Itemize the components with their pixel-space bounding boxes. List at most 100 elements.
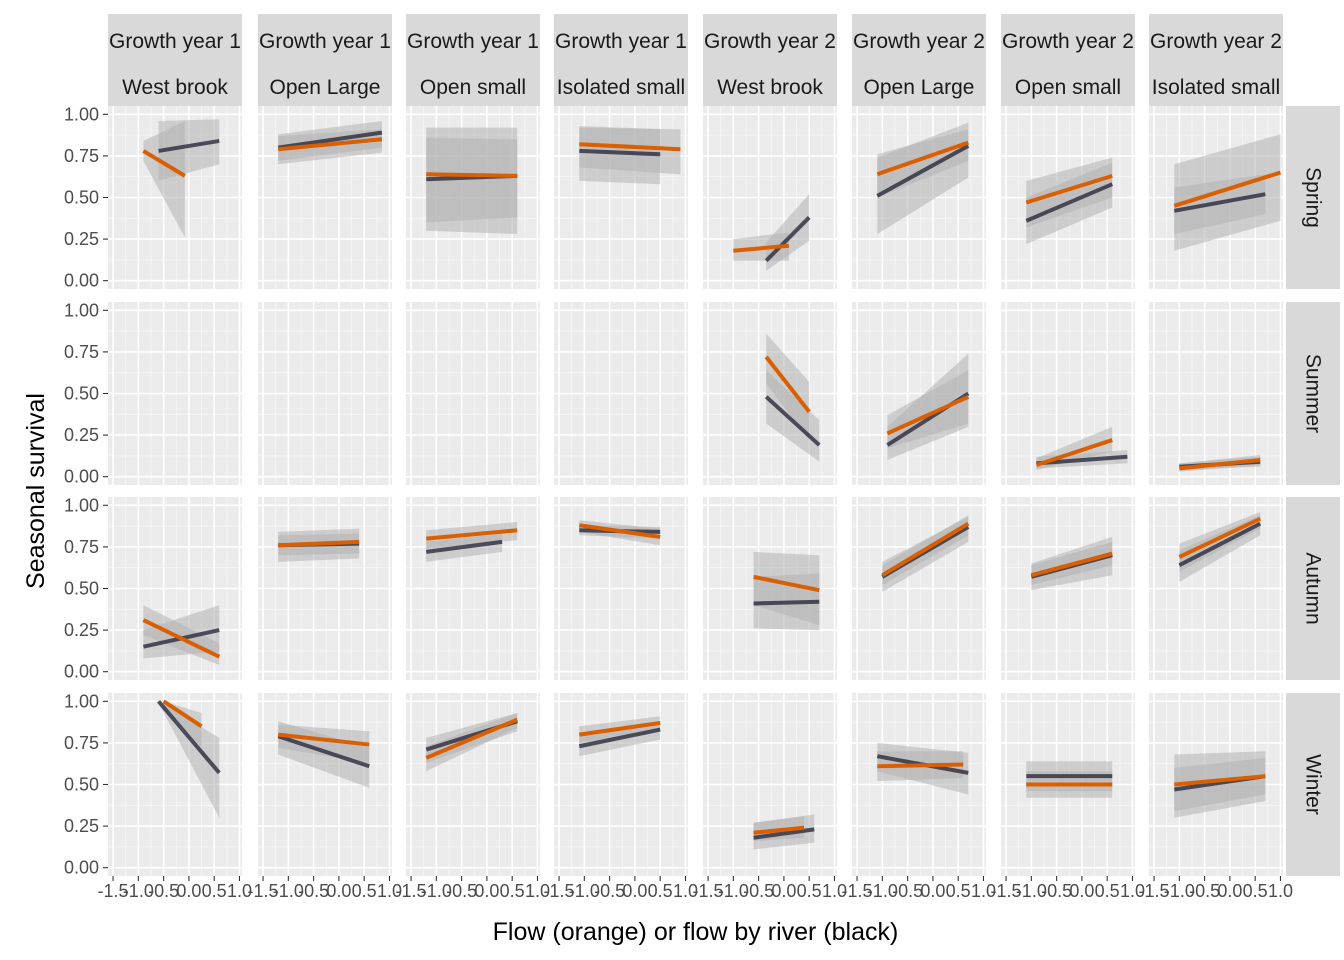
x-tick-label: -1.5 xyxy=(544,881,575,901)
y-tick-label: 0.00 xyxy=(64,467,99,487)
strip-background xyxy=(1286,106,1340,289)
x-tick-label: 1.0 xyxy=(525,881,550,901)
panel-series xyxy=(578,520,661,546)
x-tick-label: 1.0 xyxy=(971,881,996,901)
x-tick-label: 0.5 xyxy=(797,881,822,901)
strip-label-bottom: West brook xyxy=(122,76,228,99)
strip-background xyxy=(1286,693,1340,876)
x-tick-label: -1.0 xyxy=(273,881,304,901)
river-line xyxy=(579,148,661,157)
panel-series xyxy=(277,721,370,788)
panel xyxy=(406,302,540,485)
y-axis: 0.00 0.25 0.50 0.75 1.00 0.00 0.25 0.50 0.75 1.00… xyxy=(64,104,108,878)
flow-line xyxy=(278,539,360,548)
strip-label-bottom: Open small xyxy=(1015,76,1121,99)
y-tick-label: 0.75 xyxy=(64,537,99,557)
flow-line xyxy=(578,523,661,539)
x-tick-label: -0.5 xyxy=(594,881,625,901)
flow-line xyxy=(1035,438,1113,467)
row-strip: Spring xyxy=(1286,106,1340,289)
flow-line xyxy=(142,618,221,659)
x-tick-label: 0.5 xyxy=(648,881,673,901)
river-line xyxy=(764,216,811,263)
x-tick-label: -1.0 xyxy=(421,881,452,901)
river-ribbon xyxy=(158,701,220,818)
column-strip: Growth year 2 West brook xyxy=(703,14,837,106)
panel-series xyxy=(142,119,220,238)
x-tick-label: -0.5 xyxy=(1041,881,1072,901)
flow-ribbon xyxy=(579,127,681,175)
panel xyxy=(554,693,688,876)
flow-ribbon xyxy=(426,127,518,235)
river-line xyxy=(1178,521,1262,567)
y-tick-label: 0.00 xyxy=(64,858,99,878)
panel-series xyxy=(876,122,970,235)
strip-background xyxy=(406,14,540,106)
x-tick-label: -0.5 xyxy=(743,881,774,901)
flow-ribbon xyxy=(887,370,969,449)
strip-background xyxy=(554,14,688,106)
strip-label-top: Growth year 2 xyxy=(704,30,836,53)
flow-line xyxy=(753,825,805,835)
flow-line xyxy=(162,699,203,728)
strip-label-top: Growth year 2 xyxy=(1002,30,1134,53)
x-tick-label: 0.0 xyxy=(474,881,499,901)
panel-series xyxy=(277,120,383,165)
flow-line xyxy=(579,142,681,152)
flow-line xyxy=(1030,551,1113,578)
column-strip: Growth year 1 Open small xyxy=(406,14,540,106)
row-strip-label: Spring xyxy=(1302,167,1325,228)
panel xyxy=(258,693,392,876)
flow-line xyxy=(753,574,820,593)
x-tick-label: 0.0 xyxy=(1069,881,1094,901)
panel-series xyxy=(1178,511,1262,582)
river-line xyxy=(1036,454,1128,466)
river-line xyxy=(753,599,820,606)
flow-line xyxy=(426,172,518,178)
column-strip: Growth year 2 Open small xyxy=(1001,14,1135,106)
flow-line xyxy=(881,521,970,577)
y-axis-title: Seasonal survival xyxy=(22,393,50,589)
column-strip: Growth year 1 West brook xyxy=(108,14,242,106)
panel-series xyxy=(278,528,360,562)
panel-series xyxy=(1179,455,1261,472)
y-tick-label: 0.75 xyxy=(64,146,99,166)
row-strip-label: Autumn xyxy=(1302,552,1325,624)
x-tick-label: -1.5 xyxy=(396,881,427,901)
panel-series xyxy=(426,127,518,235)
x-tick-label: 1.0 xyxy=(822,881,847,901)
strip-label-top: Growth year 1 xyxy=(407,30,539,53)
flow-ribbon xyxy=(753,551,820,626)
row-strip: Summer xyxy=(1286,302,1340,485)
y-tick-label: 0.50 xyxy=(64,775,99,795)
strip-label-bottom: Isolated small xyxy=(1152,76,1280,99)
panel-series xyxy=(157,699,221,818)
panel xyxy=(1149,497,1283,680)
strip-background xyxy=(1286,497,1340,680)
flow-line xyxy=(278,732,370,747)
row-strip-label: Summer xyxy=(1302,354,1325,433)
x-tick-label: 0.5 xyxy=(352,881,377,901)
panel-series xyxy=(753,551,820,631)
panel-series xyxy=(1173,134,1282,251)
x-tick-label: -1.0 xyxy=(123,881,154,901)
strip-label-top: Growth year 1 xyxy=(555,30,687,53)
panel-series xyxy=(876,742,969,795)
panel-series xyxy=(1030,536,1113,591)
x-tick-label: -1.0 xyxy=(1164,881,1195,901)
flow-line xyxy=(142,149,186,178)
strip-background xyxy=(703,14,837,106)
x-tick-label: -0.5 xyxy=(1189,881,1220,901)
x-tick-label: -0.5 xyxy=(892,881,923,901)
y-tick-label: 1.00 xyxy=(64,495,99,515)
panel-series xyxy=(425,521,518,562)
river-line xyxy=(764,395,821,447)
strip-label-top: Growth year 1 xyxy=(259,30,391,53)
column-strip: Growth year 1 Isolated small xyxy=(554,14,688,106)
panel-series xyxy=(1173,751,1266,818)
panel-series xyxy=(886,353,970,461)
row-strip: Autumn xyxy=(1286,497,1340,680)
panel-series xyxy=(579,125,681,185)
x-axis: -1.5-1.0-0.50.0 0.5 1.0-1.5-1.0-0.50.0 0.5 1… xyxy=(98,876,1293,901)
